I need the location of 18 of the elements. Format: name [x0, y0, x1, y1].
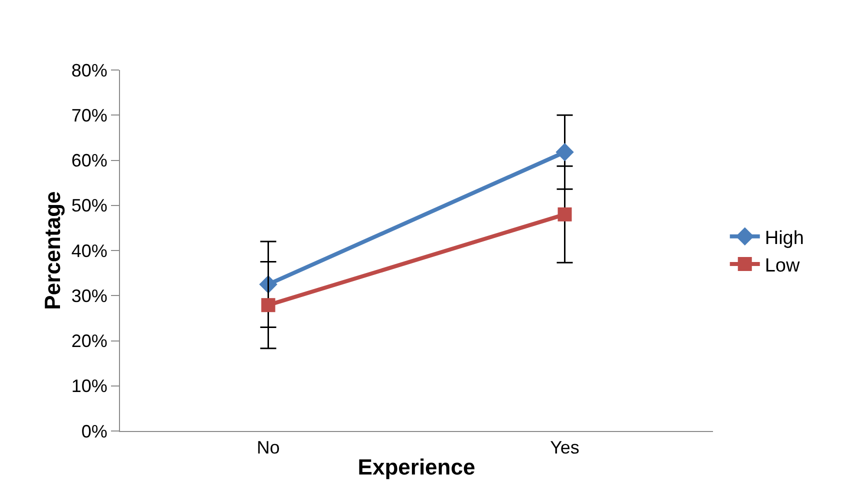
point — [558, 207, 572, 222]
y-tick-label: 70% — [71, 105, 108, 126]
x-axis-title: Experience — [358, 454, 476, 480]
legend-label: Low — [764, 255, 800, 276]
point — [261, 298, 276, 312]
y-tick-label: 60% — [71, 150, 108, 171]
y-tick-label: 30% — [71, 286, 108, 306]
point — [556, 143, 574, 162]
y-axis-title: Percentage — [40, 191, 66, 310]
y-tick-label: 80% — [71, 60, 108, 80]
x-tick-label: Yes — [550, 438, 580, 458]
y-tick-label: 0% — [81, 421, 108, 442]
y-tick-label: 40% — [71, 240, 108, 261]
y-tick-label: 20% — [71, 331, 108, 352]
legend-label: High — [764, 228, 804, 249]
y-tick-label: 50% — [71, 196, 108, 216]
y-tick-label: 10% — [71, 376, 108, 396]
x-tick-label: No — [256, 438, 280, 458]
